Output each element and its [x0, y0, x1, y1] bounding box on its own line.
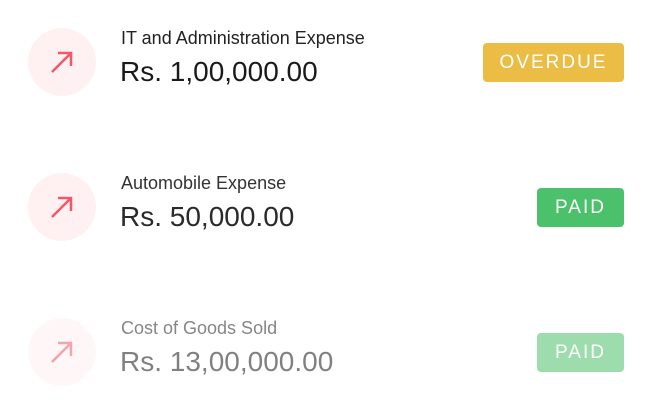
transaction-row[interactable]: Automobile Expense Rs. 50,000.00 PAID — [0, 145, 650, 245]
transaction-title: Cost of Goods Sold — [121, 318, 278, 338]
status-badge: OVERDUE — [483, 43, 624, 82]
transaction-row[interactable]: Cost of Goods Sold Rs. 13,00,000.00 PAID — [0, 290, 650, 390]
status-badge: PAID — [537, 188, 624, 227]
transaction-amount: Rs. 13,00,000.00 — [120, 346, 334, 377]
arrow-up-right-icon — [28, 318, 96, 386]
status-badge: PAID — [537, 333, 624, 372]
arrow-up-right-icon — [28, 28, 96, 96]
transaction-row[interactable]: IT and Administration Expense Rs. 1,00,0… — [0, 0, 650, 100]
arrow-up-right-icon — [28, 173, 96, 241]
transaction-amount: Rs. 50,000.00 — [120, 201, 295, 232]
transaction-title: IT and Administration Expense — [121, 28, 365, 48]
transaction-amount: Rs. 1,00,000.00 — [120, 56, 318, 87]
transaction-title: Automobile Expense — [121, 173, 287, 193]
